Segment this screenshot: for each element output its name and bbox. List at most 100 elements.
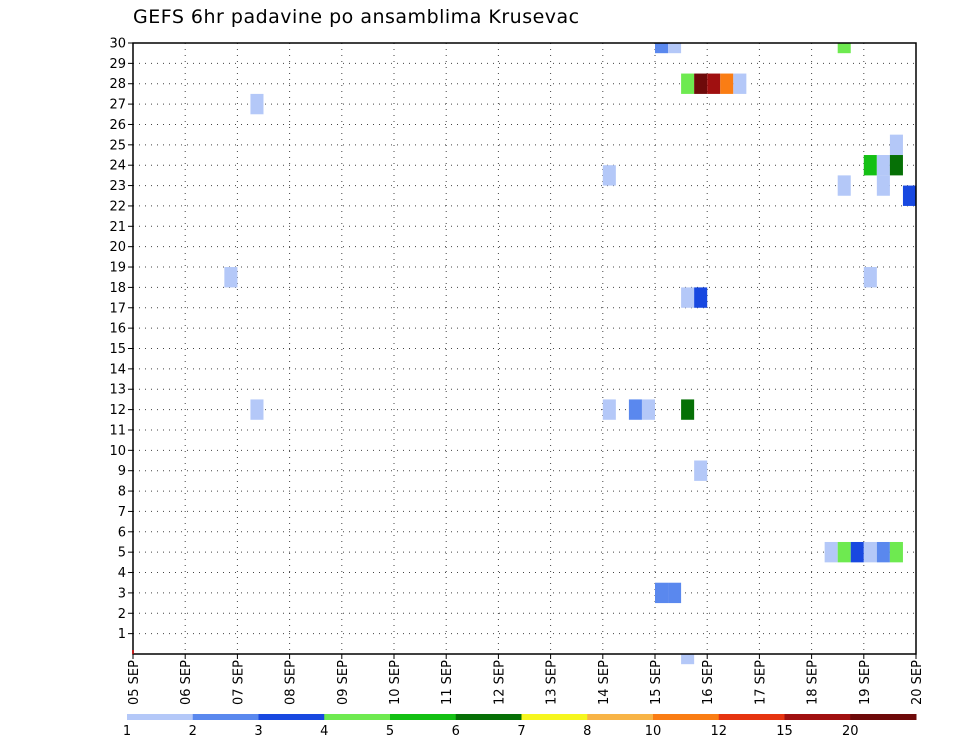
colorbar-segment — [784, 714, 851, 720]
precip-cell — [876, 541, 890, 563]
precip-cell — [681, 73, 695, 94]
precip-cell — [850, 541, 864, 563]
colorbar-label: 20 — [842, 724, 859, 739]
y-tick-label: 30 — [109, 37, 126, 52]
chart-title: GEFS 6hr padavine po ansamblima Krusevac — [133, 6, 580, 28]
y-tick-label: 1 — [118, 627, 126, 642]
colorbar-segment — [521, 714, 588, 720]
colorbar-segment — [390, 714, 457, 720]
precip-cell — [250, 399, 264, 420]
x-tick-label: 11 SEP — [440, 660, 455, 705]
y-tick-label: 21 — [109, 220, 126, 235]
colorbar-segment — [192, 714, 259, 720]
precip-cell — [681, 399, 695, 420]
precip-cell — [837, 541, 851, 563]
precip-cell — [250, 93, 264, 115]
precip-cell — [863, 155, 877, 176]
y-tick-label: 9 — [118, 464, 126, 479]
y-axis: 1234567891011121314151617181920212223242… — [109, 37, 133, 642]
precip-cell — [720, 73, 734, 94]
precip-cell — [889, 541, 903, 563]
y-tick-label: 18 — [109, 281, 126, 296]
x-tick-label: 06 SEP — [179, 660, 194, 705]
y-tick-label: 27 — [109, 98, 126, 113]
y-tick-label: 11 — [109, 423, 126, 438]
precip-cell — [694, 287, 708, 308]
precip-cell — [863, 267, 877, 288]
colorbar-label: 12 — [710, 724, 727, 739]
precip-cell — [681, 287, 695, 308]
colorbar-segment — [850, 714, 917, 720]
precip-cell — [641, 399, 655, 420]
plot-frame — [132, 42, 917, 655]
precip-cell — [889, 155, 903, 176]
colorbar-label: 3 — [254, 724, 262, 739]
precip-cell — [668, 582, 682, 604]
y-tick-label: 28 — [109, 77, 126, 92]
colorbar-segment — [718, 714, 785, 720]
colorbar-segment — [653, 714, 720, 720]
x-axis: 05 SEP 06 SEP 07 SEP 08 SEP 09 SEP 10 SEP 11 S… — [127, 654, 925, 705]
x-tick-label: 16 SEP — [701, 660, 716, 705]
y-tick-label: 3 — [118, 586, 126, 601]
y-tick-label: 13 — [109, 383, 126, 398]
colorbar-label: 5 — [386, 724, 394, 739]
precip-cell — [707, 73, 721, 94]
y-tick-label: 10 — [109, 444, 126, 459]
x-tick-label: 05 SEP — [127, 660, 142, 705]
precip-cell — [655, 43, 669, 54]
y-tick-label: 29 — [109, 57, 126, 72]
precip-cell — [602, 165, 616, 186]
y-tick-label: 16 — [109, 322, 126, 337]
colorbar-label: 15 — [776, 724, 793, 739]
colorbar-label: 10 — [645, 724, 662, 739]
precip-cell — [628, 399, 642, 420]
x-tick-label: 17 SEP — [753, 660, 768, 705]
y-tick-label: 17 — [109, 301, 126, 316]
colorbar-label: 1 — [123, 724, 131, 739]
precip-cell — [655, 582, 669, 604]
y-tick-label: 6 — [118, 525, 126, 540]
precip-cells — [224, 43, 916, 665]
colorbar-segment — [258, 714, 325, 720]
precip-cell — [889, 134, 903, 156]
precip-cell — [837, 43, 851, 54]
y-tick-label: 23 — [109, 179, 126, 194]
colorbar-label: 7 — [517, 724, 525, 739]
y-tick-label: 15 — [109, 342, 126, 357]
colorbar-label: 8 — [583, 724, 591, 739]
x-tick-label: 15 SEP — [649, 660, 664, 705]
precip-cell — [824, 541, 838, 563]
precip-cell — [733, 73, 747, 94]
y-tick-label: 25 — [109, 138, 126, 153]
precip-cell — [876, 155, 890, 176]
colorbar-segment — [127, 714, 194, 720]
x-tick-label: 14 SEP — [597, 660, 612, 705]
precip-cell — [694, 73, 708, 94]
y-tick-label: 24 — [109, 159, 126, 174]
y-tick-label: 14 — [109, 362, 126, 377]
precip-cell — [681, 654, 695, 665]
x-tick-label: 09 SEP — [336, 660, 351, 705]
x-tick-label: 08 SEP — [284, 660, 299, 705]
x-tick-label: 07 SEP — [231, 660, 246, 705]
precip-cell — [876, 175, 890, 196]
x-tick-label: 12 SEP — [492, 660, 507, 705]
y-tick-label: 2 — [118, 607, 126, 622]
y-tick-label: 26 — [109, 118, 126, 133]
y-tick-label: 5 — [118, 546, 126, 561]
precip-cell — [224, 267, 238, 288]
plot-border — [132, 42, 917, 655]
x-tick-label: 20 SEP — [910, 660, 925, 705]
precip-cell — [694, 460, 708, 481]
precip-cell — [902, 185, 916, 206]
y-tick-label: 7 — [118, 505, 126, 520]
y-tick-label: 19 — [109, 261, 126, 276]
precip-cell — [837, 175, 851, 196]
colorbar-label: 2 — [189, 724, 197, 739]
y-tick-label: 8 — [118, 485, 126, 500]
y-tick-label: 4 — [118, 566, 126, 581]
colorbar-segment — [455, 714, 522, 720]
precip-cell — [602, 399, 616, 420]
